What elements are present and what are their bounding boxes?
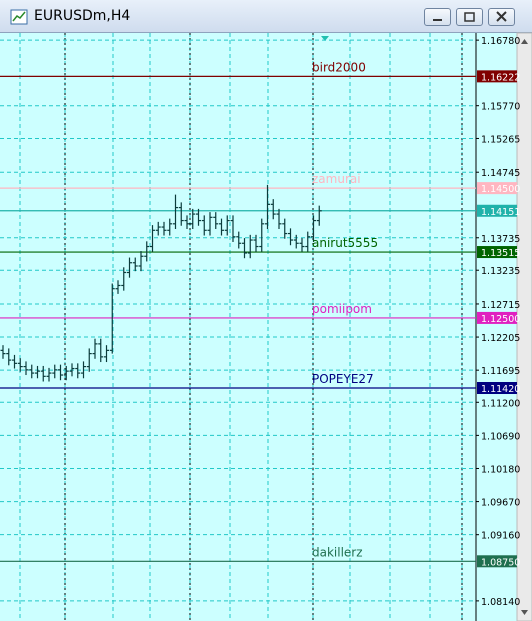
y-tick-label: 1.10180 <box>481 464 520 475</box>
price-label: 1.08750 <box>481 557 520 568</box>
price-label: 1.14151 <box>481 207 520 218</box>
price-label-box <box>477 555 517 568</box>
close-button[interactable] <box>488 8 515 26</box>
plot-background <box>0 33 517 621</box>
y-tick-label: 1.13235 <box>481 266 520 277</box>
price-label-box <box>477 182 517 195</box>
price-label-box <box>477 70 517 83</box>
price-label-box <box>477 204 517 217</box>
y-tick-label: 1.09160 <box>481 531 520 542</box>
level-name: anirut5555 <box>312 236 378 250</box>
y-tick-label: 1.11200 <box>481 398 520 409</box>
y-tick-label: 1.15770 <box>481 102 520 113</box>
price-label-box <box>477 311 517 324</box>
y-tick-label: 1.09670 <box>481 498 520 509</box>
y-tick-label: 1.11695 <box>481 366 520 377</box>
price-label: 1.12500 <box>481 314 520 325</box>
y-tick-label: 1.12715 <box>481 300 520 311</box>
minimize-button[interactable] <box>424 8 451 26</box>
restore-button[interactable] <box>456 8 483 26</box>
scroll-up[interactable] <box>521 39 528 44</box>
level-name: zamurai <box>312 172 361 186</box>
shift-marker <box>321 36 329 41</box>
price-label: 1.16222 <box>481 72 520 83</box>
y-tick-label: 1.16780 <box>481 36 520 47</box>
y-tick-label: 1.13735 <box>481 234 520 245</box>
window-icon <box>10 9 28 25</box>
level-name: pomiipom <box>312 302 372 316</box>
price-label: 1.13515 <box>481 248 520 259</box>
price-label: 1.14500 <box>481 184 520 195</box>
window-title: EURUSDm,H4 <box>34 8 131 24</box>
y-tick-label: 1.12205 <box>481 333 520 344</box>
scrollbar[interactable] <box>516 32 532 621</box>
scroll-down[interactable] <box>521 610 528 615</box>
price-label: 1.11420 <box>481 384 520 395</box>
level-name: dakillerz <box>312 545 363 559</box>
title-bar: EURUSDm,H4 <box>0 0 532 33</box>
y-tick-label: 1.10690 <box>481 431 520 442</box>
price-label-box <box>477 382 517 395</box>
level-name: POPEYE27 <box>312 372 374 386</box>
y-tick-label: 1.08140 <box>481 597 520 608</box>
y-tick-label: 1.15265 <box>481 134 520 145</box>
price-label-box <box>477 246 517 259</box>
y-tick-label: 1.14745 <box>481 168 520 179</box>
level-name: bird2000 <box>312 60 366 74</box>
